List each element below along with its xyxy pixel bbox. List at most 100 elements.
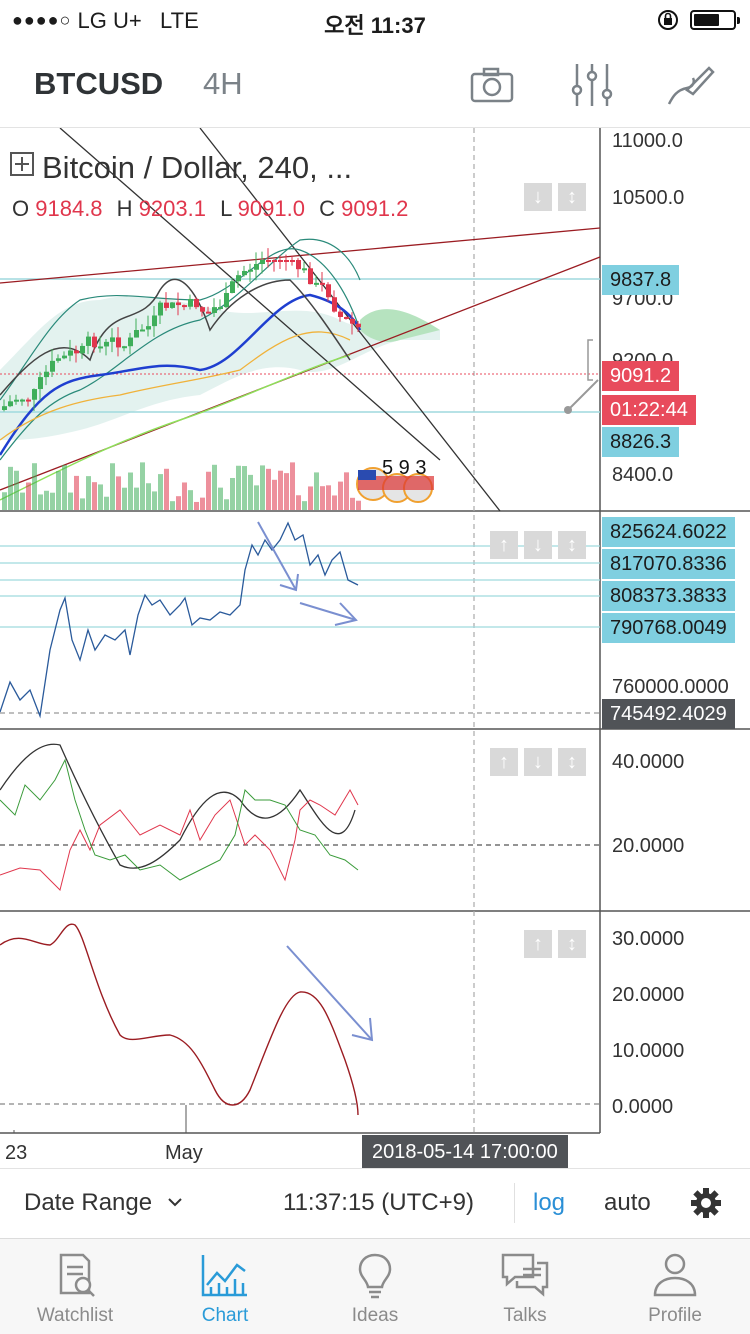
chevron-down-icon <box>168 1198 182 1207</box>
volume-bar <box>266 468 271 510</box>
symbol-selector[interactable]: BTCUSD <box>34 66 164 101</box>
candle <box>194 298 199 308</box>
candle <box>206 311 211 314</box>
sliders-icon[interactable] <box>567 60 617 110</box>
move-pane-up-button[interactable]: ↑ <box>490 531 518 559</box>
candle <box>104 341 109 347</box>
auto-scale-toggle[interactable]: auto <box>604 1189 651 1216</box>
candle <box>302 268 307 271</box>
maximize-pane-button[interactable]: ↕ <box>558 748 586 776</box>
volume-bar <box>92 482 97 510</box>
volume-bar <box>326 485 331 510</box>
carrier-name: LG U+ <box>77 8 142 33</box>
tab-chart[interactable]: Chart <box>150 1239 300 1334</box>
status-time: 오전 11:37 <box>324 13 426 38</box>
move-pane-up-button[interactable]: ↑ <box>490 748 518 776</box>
network-type: LTE <box>160 8 199 33</box>
volume-bar <box>272 479 277 510</box>
candle <box>146 326 151 330</box>
candle <box>308 268 313 285</box>
volume-bar <box>38 494 43 510</box>
candle <box>128 337 133 347</box>
economic-event-flags-icon <box>356 467 434 503</box>
move-pane-up-button[interactable]: ↑ <box>524 930 552 958</box>
candle <box>56 358 61 361</box>
tab-label: Ideas <box>351 1305 399 1326</box>
volume-bar <box>284 473 289 510</box>
volume-bar <box>278 470 283 510</box>
price-pane <box>0 128 601 512</box>
tab-profile[interactable]: Profile <box>600 1239 750 1334</box>
volume-bar <box>50 492 55 510</box>
tab-label: Talks <box>503 1305 547 1326</box>
move-pane-down-button[interactable]: ↓ <box>524 748 552 776</box>
indicator3-pane-controls: ↑ ↕ <box>524 930 586 958</box>
volume-bar <box>218 487 223 510</box>
indicator2-pane-controls: ↑ ↓ ↕ <box>490 748 586 776</box>
volume-bar <box>236 465 241 510</box>
candle <box>152 315 157 327</box>
tab-ideas[interactable]: Ideas <box>300 1239 450 1334</box>
maximize-pane-button[interactable]: ↕ <box>558 930 586 958</box>
volume-bar <box>86 476 91 510</box>
volume-bar <box>350 497 355 510</box>
camera-icon[interactable] <box>467 60 517 110</box>
crosshair-date-tag: 2018-05-14 17:00:00 <box>362 1135 568 1169</box>
gear-icon[interactable] <box>690 1187 722 1219</box>
series-title: Bitcoin / Dollar, 240, ... <box>42 150 353 185</box>
candle <box>284 260 289 262</box>
candle <box>14 399 19 402</box>
status-bar: ●●●●○ LG U+ LTE 오전 11:37 <box>0 0 750 40</box>
interval-selector[interactable]: 4H <box>203 66 243 101</box>
event-counts[interactable]: 5 9 3 <box>382 457 427 479</box>
tab-watchlist[interactable]: Watchlist <box>0 1239 150 1334</box>
indicator-axis-label: 760000.0000 <box>612 676 729 698</box>
series-legend-title[interactable]: Bitcoin / Dollar, 240, ... <box>10 150 352 186</box>
maximize-pane-button[interactable]: ↕ <box>558 531 586 559</box>
candle <box>290 260 295 262</box>
candle <box>86 336 91 346</box>
indicator-level-tag: 790768.0049 <box>602 613 735 643</box>
maximize-pane-button[interactable]: ↕ <box>558 183 586 211</box>
candle <box>26 399 31 402</box>
time-axis-label: 23 <box>5 1142 28 1164</box>
move-pane-down-button[interactable]: ↓ <box>524 183 552 211</box>
volume-bar <box>122 487 127 510</box>
drawing-tool-icon[interactable] <box>665 60 715 110</box>
timezone-clock[interactable]: 11:37:15 (UTC+9) <box>283 1189 474 1216</box>
indicator-axis-label: 20.0000 <box>612 984 685 1006</box>
add-indicator-icon[interactable] <box>10 152 34 176</box>
candle <box>176 302 181 306</box>
candle <box>170 302 175 308</box>
candle <box>182 305 187 308</box>
move-pane-down-button[interactable]: ↓ <box>524 531 552 559</box>
date-range-button[interactable]: Date Range <box>24 1189 183 1217</box>
candle <box>158 302 163 316</box>
candle <box>320 282 325 285</box>
volume-bar <box>308 486 313 510</box>
indicator-level-tag: 817070.8336 <box>602 549 735 579</box>
time-axis-label: May <box>165 1142 203 1164</box>
tab-talks[interactable]: Talks <box>450 1239 600 1334</box>
volume-bar <box>152 491 157 510</box>
indicator-axis-label: 0.0000 <box>612 1096 674 1118</box>
candle <box>314 282 319 285</box>
candle <box>20 399 25 402</box>
candle <box>254 264 259 270</box>
log-scale-toggle[interactable]: log <box>533 1189 566 1216</box>
candle <box>224 292 229 308</box>
candle <box>356 323 361 328</box>
volume-bar <box>224 499 229 510</box>
volume-bar <box>332 495 337 510</box>
chart-area[interactable] <box>0 128 750 1168</box>
chat-icon <box>501 1253 549 1297</box>
battery-icon <box>690 10 740 30</box>
volume-bar <box>356 500 361 510</box>
last-price-tag: 9091.2 <box>602 361 680 391</box>
candle <box>332 297 337 312</box>
user-icon <box>653 1253 697 1297</box>
candle <box>80 345 85 354</box>
chart-bottom-toolbar: Date Range 11:37:15 (UTC+9) log auto <box>0 1168 750 1238</box>
candle <box>164 302 169 308</box>
candle <box>68 350 73 356</box>
